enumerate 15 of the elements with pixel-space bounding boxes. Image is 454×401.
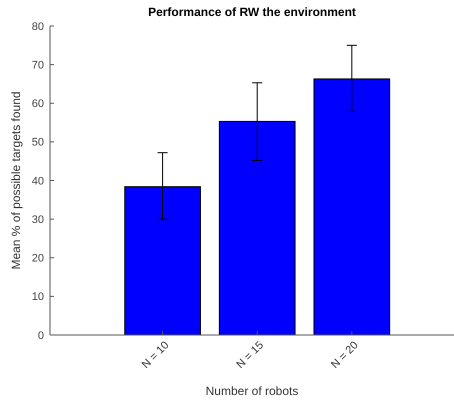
x-axis-title: Number of robots xyxy=(206,384,298,398)
y-tick-label: 70 xyxy=(32,59,44,72)
chart-title: Performance of RW the environment xyxy=(148,5,356,19)
y-tick-label: 40 xyxy=(32,175,44,188)
y-tick-label: 30 xyxy=(32,214,44,226)
y-tick-label: 20 xyxy=(32,252,44,265)
y-tick-label: 50 xyxy=(32,136,44,149)
y-tick-label: 80 xyxy=(32,20,44,33)
x-tick-label: N = 15 xyxy=(234,339,266,371)
y-tick-label: 60 xyxy=(32,98,44,110)
x-tick-label: N = 10 xyxy=(140,339,172,371)
y-tick-label: 0 xyxy=(38,330,44,342)
y-tick-label: 10 xyxy=(32,291,44,304)
y-axis-title: Mean % of possible targets found xyxy=(9,91,23,270)
x-tick-label: N = 20 xyxy=(329,339,361,371)
